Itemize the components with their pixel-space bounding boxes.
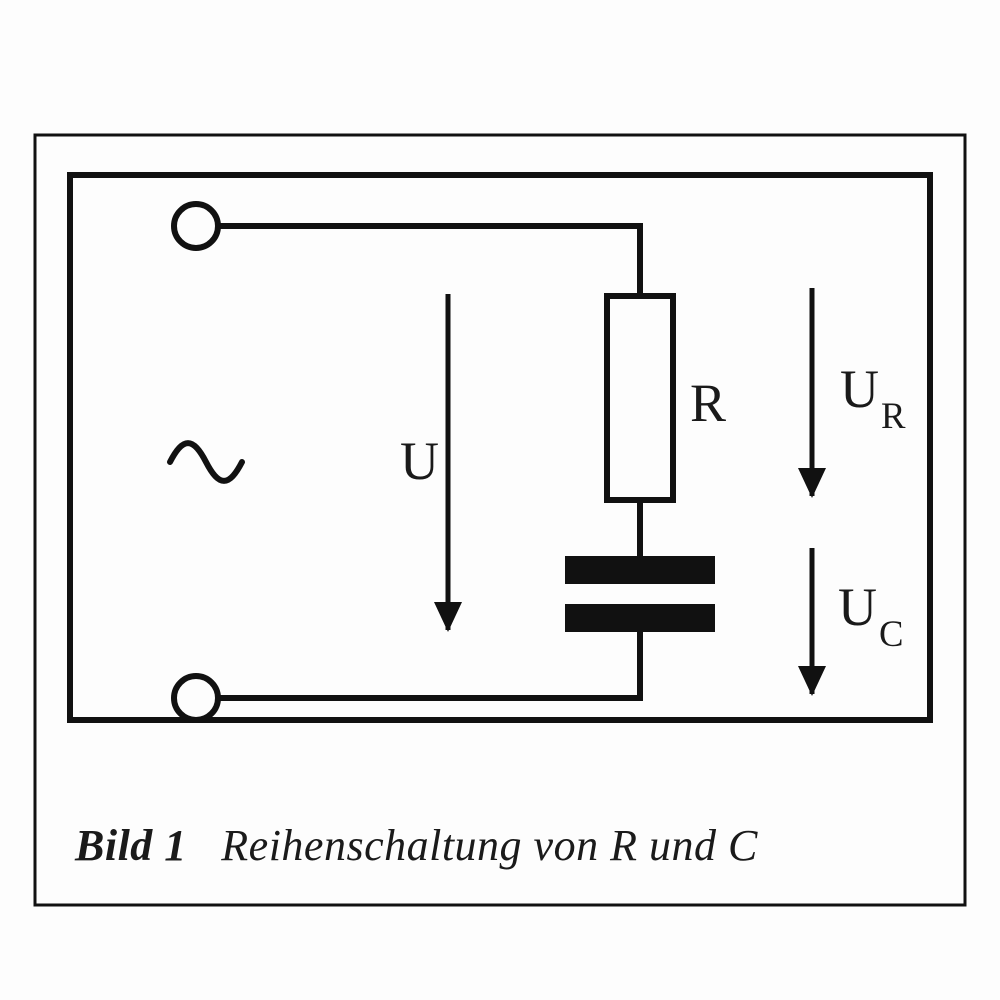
label-voltage-capacitor: UC xyxy=(838,576,904,646)
label-voltage-resistor: UR xyxy=(840,358,906,428)
label-voltage-total: U xyxy=(400,430,439,492)
label-resistor: R xyxy=(690,372,726,434)
label-voltage-resistor-sub: R xyxy=(881,395,906,436)
diagram-page: R U UR UC Bild 1 Reihenschaltung von R u… xyxy=(0,0,1000,1000)
label-voltage-resistor-main: U xyxy=(840,359,879,419)
caption-body: Reihenschaltung von R und C xyxy=(221,821,758,870)
caption-prefix: Bild 1 xyxy=(75,821,187,870)
label-voltage-capacitor-sub: C xyxy=(879,613,904,654)
label-voltage-capacitor-main: U xyxy=(838,577,877,637)
figure-caption: Bild 1 Reihenschaltung von R und C xyxy=(75,820,758,871)
